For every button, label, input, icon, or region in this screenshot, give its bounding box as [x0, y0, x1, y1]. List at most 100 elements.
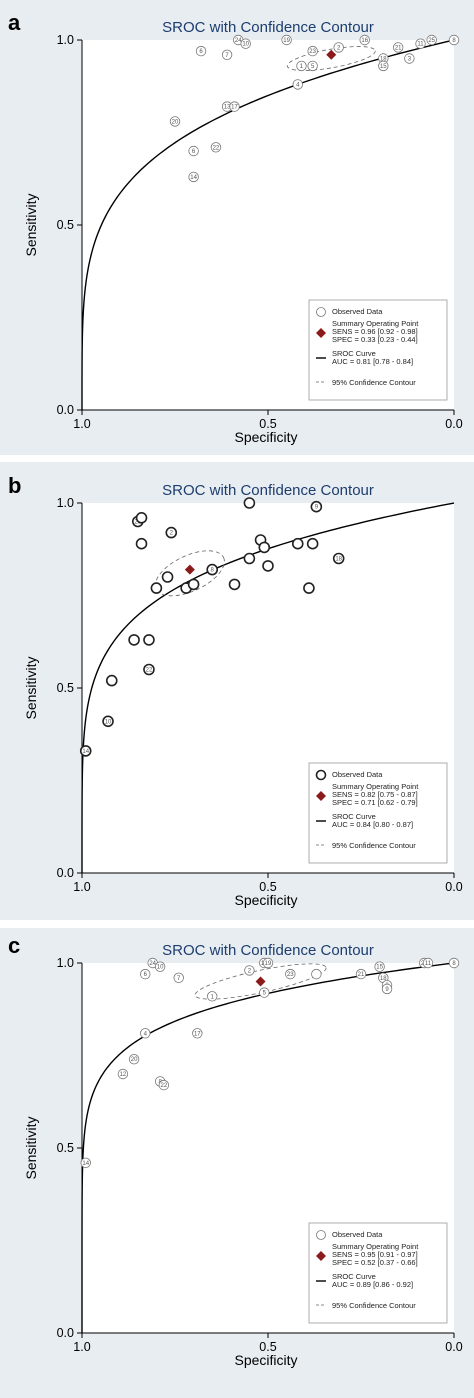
- observed-data-point: [79, 745, 92, 757]
- observed-data-point: [128, 634, 140, 646]
- observed-data-point: [448, 957, 460, 969]
- sroc-panel-a: a SROC with Confidence Contour 1.0 0.5 0.0 0.…: [0, 0, 474, 455]
- panel-letter: c: [8, 933, 20, 958]
- data-point-label: 17: [231, 105, 238, 111]
- observed-data-point: [187, 578, 200, 591]
- observed-data-point: [244, 965, 255, 976]
- legend-summary-sens: SENS = 0.95 [0.91 - 0.97]: [332, 1250, 418, 1259]
- y-tick-label: 0.5: [57, 218, 74, 232]
- summary-operating-point: [326, 49, 337, 60]
- data-point-label: 23: [287, 972, 294, 978]
- data-point-label: 4: [296, 82, 300, 88]
- y-tick-label: 0.0: [57, 1326, 74, 1340]
- observed-data-point: [448, 34, 460, 46]
- observed-data-point: [303, 582, 315, 594]
- observed-data-point: [359, 34, 370, 46]
- x-tick-label: 1.0: [73, 417, 90, 431]
- y-axis-label: Sensitivity: [23, 193, 39, 256]
- sroc-curve: [81, 962, 455, 1334]
- data-point-label: 24: [235, 38, 242, 44]
- data-point-label: 9: [315, 505, 319, 511]
- sroc-panel-c: c SROC with Confidence Contour 1.0 0.5 0.0 0.…: [0, 928, 474, 1398]
- data-point-label: 5: [311, 64, 315, 70]
- data-point-label: 16: [361, 38, 368, 44]
- data-point-label: 17: [194, 1031, 201, 1037]
- chart-title: SROC with Confidence Contour: [162, 19, 374, 36]
- legend-summary-sens: SENS = 0.96 [0.92 - 0.98]: [332, 327, 418, 336]
- observed-data-point: [140, 1028, 151, 1039]
- summary-operating-point: [184, 564, 195, 575]
- observed-data-point: [143, 634, 155, 646]
- observed-data-point: [165, 526, 178, 539]
- confidence-contour: [154, 550, 225, 597]
- data-point-label: 12: [120, 1072, 127, 1078]
- observed-data-point: [422, 957, 434, 969]
- data-point-label: 13: [224, 105, 231, 111]
- observed-data-point: [333, 42, 344, 53]
- chart-title: SROC with Confidence Contour: [162, 482, 374, 499]
- observed-data-point: [154, 961, 166, 972]
- observed-data-point: [206, 563, 218, 576]
- chart-title: SROC with Confidence Contour: [162, 942, 374, 959]
- legend-observed-label: Observed Data: [332, 307, 383, 316]
- y-tick-label: 1.0: [57, 496, 74, 510]
- observed-data-point: [143, 663, 155, 676]
- legend-summary-spec: SPEC = 0.71 [0.62 - 0.79]: [332, 798, 418, 807]
- data-point-label: 25: [428, 38, 435, 44]
- observed-data-point: [128, 1053, 140, 1065]
- observed-data-point: [135, 511, 148, 524]
- observed-data-point: [140, 968, 151, 980]
- data-point-label: 1: [300, 64, 304, 70]
- data-point-label: 3: [408, 57, 412, 63]
- data-point-label: 22: [213, 145, 220, 151]
- y-tick-label: 0.5: [57, 681, 74, 695]
- x-tick-label: 0.5: [259, 1340, 276, 1354]
- data-point-label: 20: [131, 1057, 138, 1063]
- confidence-contour: [194, 963, 327, 1000]
- observed-data-point: [173, 972, 184, 984]
- data-point-label: 19: [283, 38, 290, 44]
- x-tick-label: 1.0: [73, 1340, 90, 1354]
- observed-data-point: [381, 983, 393, 995]
- data-point-label: 6: [199, 49, 203, 55]
- observed-data-point: [228, 578, 241, 591]
- legend-contour-label: 95% Confidence Contour: [332, 378, 416, 387]
- observed-data-point: [169, 116, 181, 127]
- data-point-label: 2: [248, 968, 252, 974]
- data-point-label: 9: [385, 987, 389, 993]
- observed-data-point: [188, 145, 199, 157]
- data-point-label: 2: [337, 45, 341, 51]
- data-point-label: 11: [425, 961, 432, 967]
- observed-data-point: [262, 957, 274, 969]
- legend: Observed Data Summary Operating PointSENS…: [308, 762, 448, 864]
- observed-data-point: [150, 582, 163, 594]
- sroc-curve: [81, 39, 455, 411]
- observed-data-point: [158, 1079, 170, 1091]
- data-point-label: 21: [358, 972, 365, 978]
- x-axis-label: Specificity: [234, 429, 297, 445]
- observed-data-point: [192, 1028, 203, 1039]
- x-tick-label: 0.0: [445, 417, 462, 431]
- summary-operating-point: [255, 976, 266, 987]
- data-point-label: 24: [149, 961, 156, 967]
- panel-letter: b: [8, 473, 21, 498]
- x-tick-label: 0.0: [445, 880, 462, 894]
- legend-observed-label: Observed Data: [332, 770, 383, 779]
- legend-summary-sens: SENS = 0.82 [0.75 - 0.87]: [332, 790, 418, 799]
- data-point-label: 18: [335, 557, 342, 563]
- data-point-label: 22: [146, 668, 153, 674]
- observed-data-point: [262, 560, 274, 572]
- observed-data-point: [285, 968, 296, 980]
- x-tick-label: 0.0: [445, 1340, 462, 1354]
- panel-letter: a: [8, 10, 21, 35]
- observed-data-point: [291, 537, 304, 550]
- y-tick-label: 1.0: [57, 33, 74, 47]
- observed-data-point: [188, 171, 199, 183]
- legend-summary-icon: [316, 1251, 326, 1261]
- legend-contour-label: 95% Confidence Contour: [332, 1301, 416, 1310]
- legend-curve-auc: AUC = 0.89 [0.86 - 0.92]: [332, 1280, 413, 1289]
- observed-data-point: [296, 60, 307, 72]
- observed-data-point: [415, 38, 426, 49]
- observed-data-point: [229, 101, 240, 112]
- observed-data-point: [306, 537, 319, 550]
